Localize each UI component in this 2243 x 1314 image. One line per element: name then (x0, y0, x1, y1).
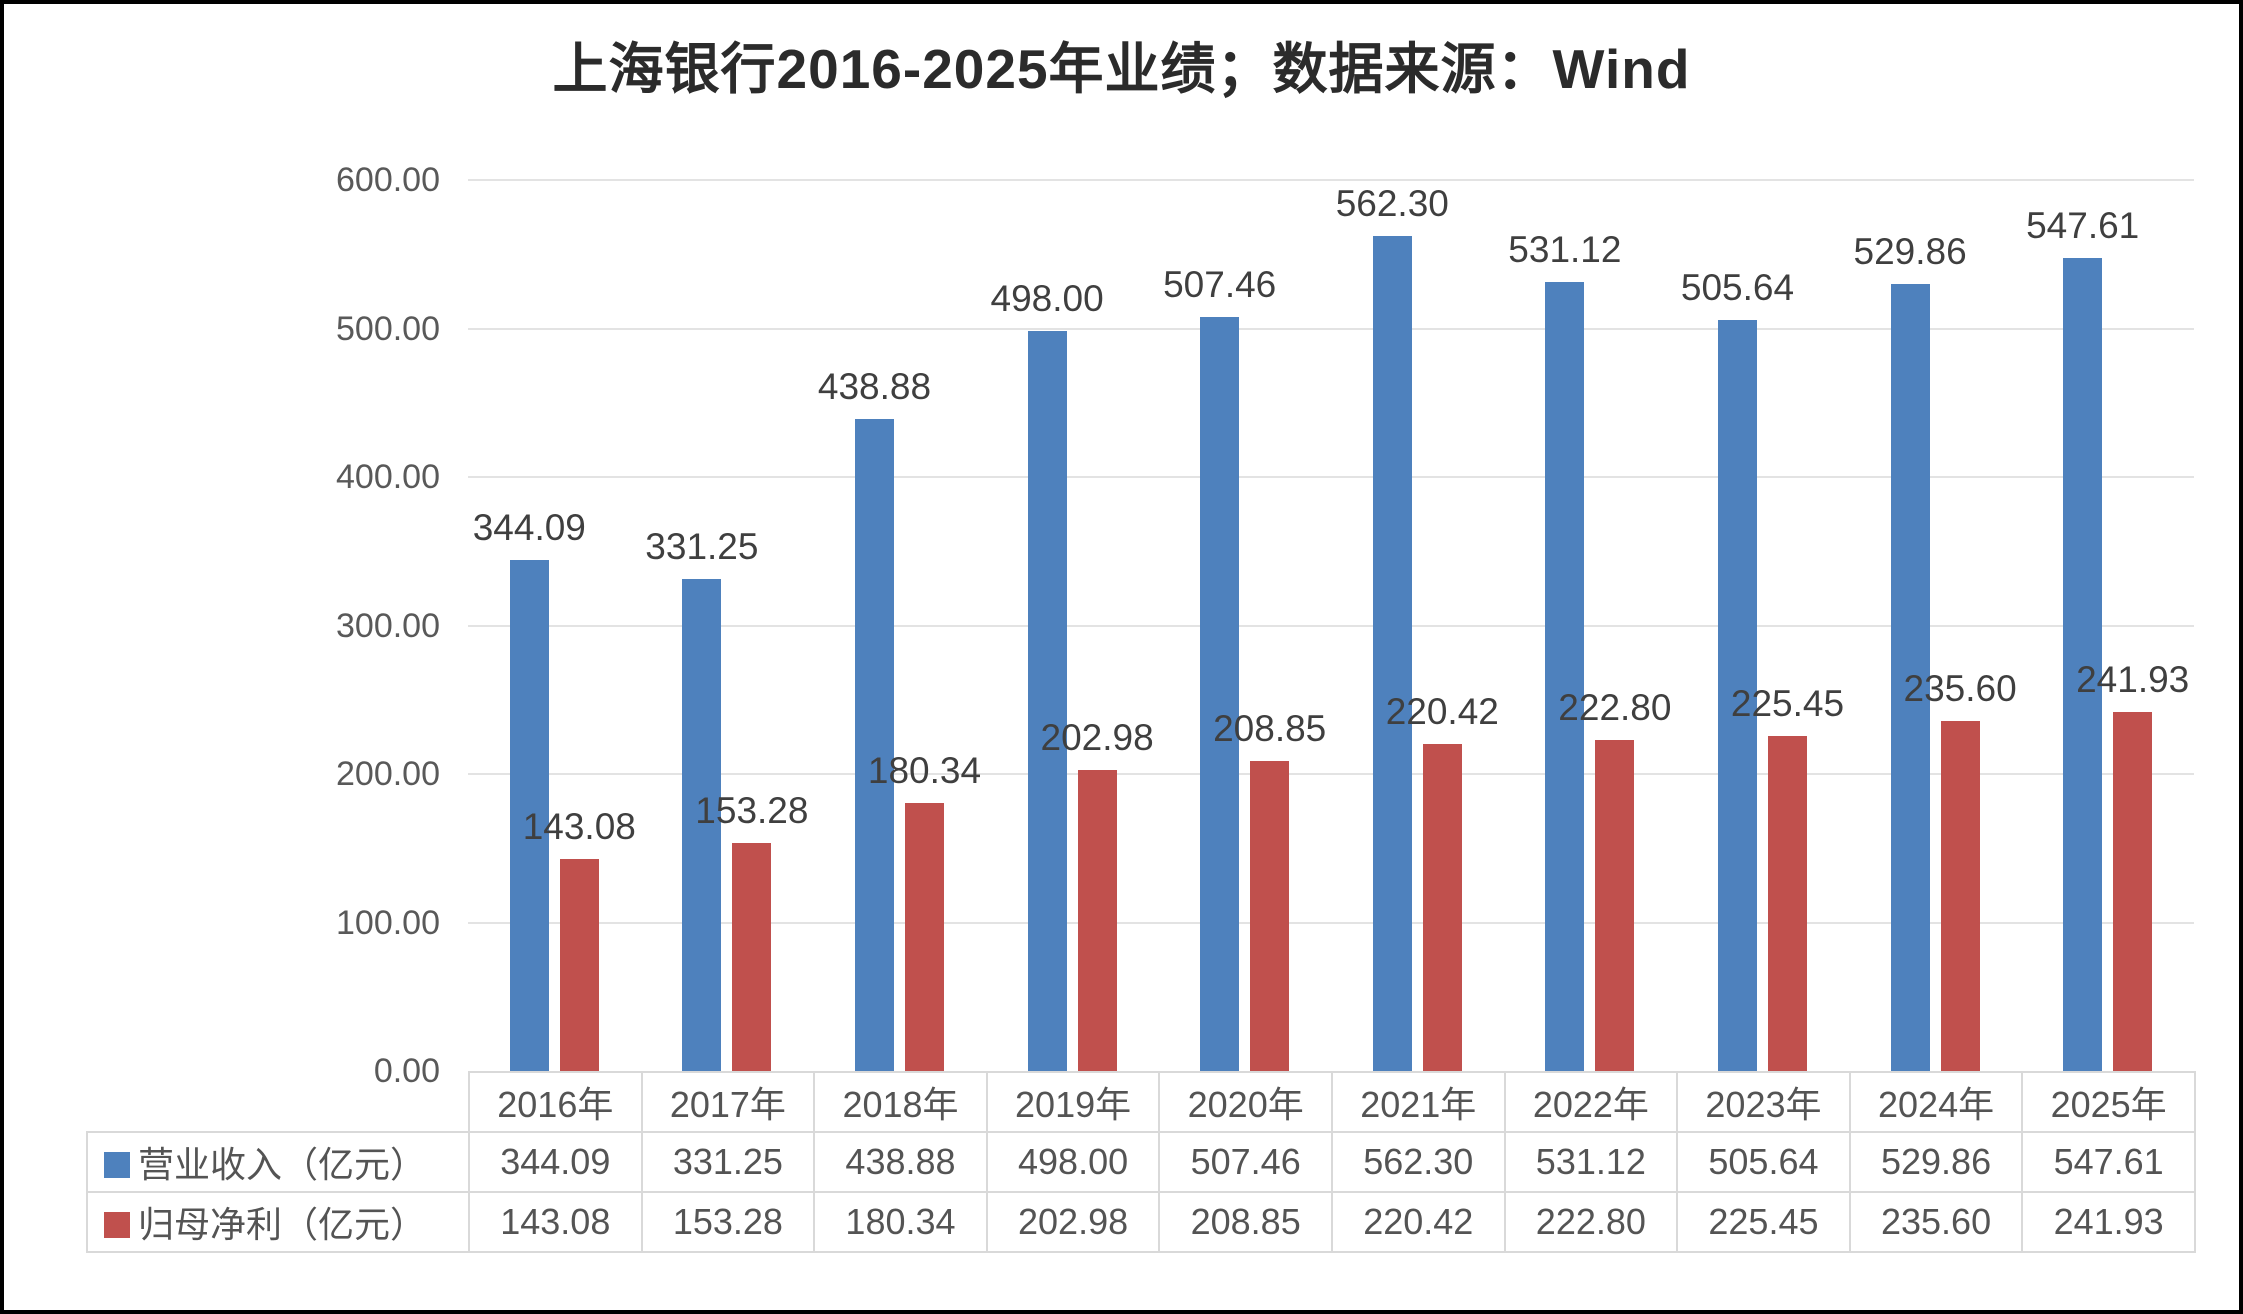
table-value-cell: 505.64 (1676, 1131, 1851, 1193)
legend-swatch-profit (104, 1212, 130, 1238)
legend-swatch-revenue (104, 1152, 130, 1178)
table-value-cell: 180.34 (813, 1191, 988, 1253)
y-axis-tick-label: 400.00 (336, 458, 440, 496)
revenue-bar (682, 579, 722, 1071)
table-value-cell: 222.80 (1503, 1191, 1679, 1253)
table-header-cell: 2016年 (468, 1071, 643, 1133)
table-header-cell: 2025年 (2021, 1071, 2196, 1133)
profit-bar (732, 843, 772, 1071)
table-value-cell: 235.60 (1848, 1191, 2024, 1253)
profit-bar (559, 858, 599, 1071)
table-value-cell: 331.25 (640, 1131, 816, 1193)
revenue-bar-value-label: 531.12 (1508, 229, 1622, 271)
profit-bar (1077, 769, 1117, 1071)
table-value-cell: 498.00 (985, 1131, 1161, 1193)
profit-bar (1595, 740, 1635, 1071)
gridline (468, 773, 2194, 775)
revenue-bar-value-label: 344.09 (472, 507, 586, 549)
revenue-bar (1545, 282, 1585, 1071)
table-value-cell: 438.88 (813, 1131, 988, 1193)
profit-bar-value-label: 220.42 (1385, 690, 1499, 732)
table-value-cell: 562.30 (1330, 1131, 1506, 1193)
gridline (468, 327, 2194, 330)
profit-bar-value-label: 208.85 (1213, 707, 1327, 749)
revenue-bar (1372, 236, 1412, 1071)
profit-bar-value-label: 225.45 (1730, 683, 1845, 725)
revenue-bar (855, 419, 894, 1071)
gridline (468, 921, 2194, 924)
table-value-cell: 507.46 (1158, 1131, 1333, 1193)
table-value-cell: 202.98 (985, 1191, 1161, 1253)
revenue-bar-value-label: 507.46 (1163, 264, 1277, 306)
profit-bar-value-label: 153.28 (695, 790, 809, 832)
table-header-cell: 2022年 (1503, 1071, 1679, 1133)
plot-area: 344.09 143.08 331.25 153.28 438.88 180.34 498.… (468, 179, 2194, 1071)
legend-cell-revenue: 营业收入（亿元） (86, 1131, 470, 1193)
profit-bar-value-label: 241.93 (2076, 658, 2190, 700)
table-header-cell: 2024年 (1848, 1071, 2024, 1133)
gridline (468, 179, 2194, 181)
y-axis-tick-label: 300.00 (336, 606, 440, 645)
table-header-row: 2016年 2017年 2018年 2019年 2020年 2021年 2022年 2023年… (87, 1071, 2196, 1133)
profit-bar-value-label: 222.80 (1558, 687, 1672, 729)
revenue-bar-value-label: 547.61 (2026, 204, 2140, 246)
revenue-bar (2063, 257, 2103, 1071)
legend-cell-profit: 归母净利（亿元） (86, 1191, 470, 1253)
y-axis-tick-label: 0.00 (373, 1052, 440, 1090)
profit-bar-value-label: 202.98 (1040, 716, 1154, 758)
profit-bar (1768, 736, 1807, 1071)
table-value-cell: 153.28 (640, 1191, 816, 1253)
revenue-bar (1200, 317, 1240, 1071)
gridline (468, 476, 2194, 478)
revenue-bar-value-label: 505.64 (1680, 267, 1795, 309)
table-header-cell: 2020年 (1158, 1071, 1333, 1133)
table-value-cell: 344.09 (468, 1131, 643, 1193)
table-value-cell: 208.85 (1158, 1191, 1333, 1253)
table-value-cell: 547.61 (2021, 1131, 2196, 1193)
table-value-cell: 529.86 (1848, 1131, 2024, 1193)
revenue-bar (1027, 331, 1067, 1071)
table-value-cell: 241.93 (2021, 1191, 2196, 1253)
revenue-bar-value-label: 529.86 (1853, 231, 1967, 273)
data-table: 2016年 2017年 2018年 2019年 2020年 2021年 2022年 2023年… (86, 1071, 2196, 1253)
y-axis-tick-label: 200.00 (336, 755, 440, 793)
y-axis-tick-label: 600.00 (336, 161, 440, 199)
table-row: 归母净利（亿元） 143.08 153.28 180.34 202.98 208.85 22… (86, 1191, 2196, 1253)
legend-label: 归母净利（亿元） (138, 1204, 427, 1245)
profit-bar (1940, 721, 1980, 1071)
revenue-bar (509, 560, 549, 1071)
table-header-cell: 2021年 (1330, 1071, 1506, 1133)
revenue-bar-value-label: 562.30 (1335, 183, 1449, 224)
profit-bar-value-label: 235.60 (1903, 668, 2017, 710)
revenue-bar-value-label: 331.25 (645, 526, 759, 568)
profit-bar (1250, 760, 1290, 1071)
revenue-bar-value-label: 498.00 (990, 278, 1104, 320)
revenue-bar (1718, 320, 1757, 1071)
legend-label: 营业收入（亿元） (138, 1144, 427, 1185)
y-axis-tick-label: 500.00 (336, 309, 440, 348)
revenue-bar-value-label: 438.88 (817, 366, 932, 408)
table-value-cell: 225.45 (1676, 1191, 1851, 1253)
table-header-cell: 2017年 (640, 1071, 816, 1133)
table-header-cell: 2019年 (985, 1071, 1161, 1133)
table-value-cell: 220.42 (1330, 1191, 1506, 1253)
table-row: 营业收入（亿元） 344.09 331.25 438.88 498.00 507.46 56… (86, 1131, 2196, 1193)
revenue-bar (1890, 284, 1930, 1071)
gridline (468, 624, 2194, 627)
y-axis-tick-label: 100.00 (336, 903, 440, 942)
profit-bar-value-label: 180.34 (867, 750, 982, 792)
table-value-cell: 531.12 (1503, 1131, 1679, 1193)
profit-bar (2113, 711, 2153, 1071)
table-value-cell: 143.08 (468, 1191, 643, 1253)
profit-bar (1422, 743, 1462, 1071)
table-header-cell: 2018年 (813, 1071, 988, 1133)
chart-title: 上海银行2016-2025年业绩；数据来源：Wind (552, 38, 1691, 100)
table-header-cell: 2023年 (1676, 1071, 1851, 1133)
profit-bar-value-label: 143.08 (522, 805, 636, 847)
profit-bar (905, 803, 944, 1071)
